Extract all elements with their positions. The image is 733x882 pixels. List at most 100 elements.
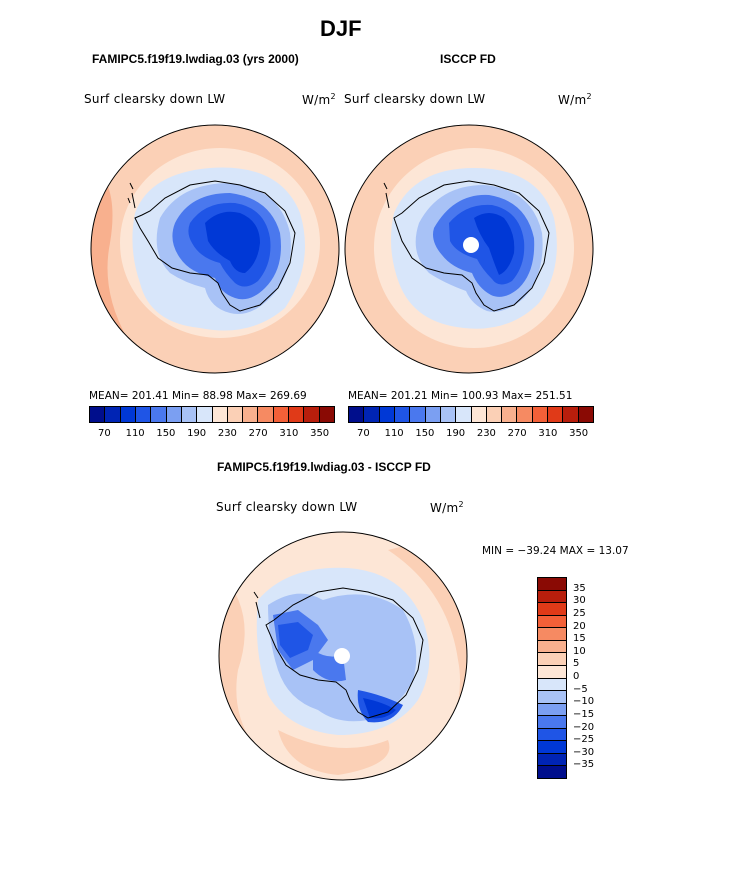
colorbar-tick-label: 270: [507, 428, 527, 439]
model-stats: MEAN= 201.41 Min= 88.98 Max= 269.69: [89, 390, 307, 402]
variable-label-left: Surf clearsky down LW: [84, 92, 226, 106]
units-label-left: W/m2: [302, 92, 336, 107]
colorbar-right-swatch: [517, 407, 533, 422]
variable-label-diff: Surf clearsky down LW: [216, 500, 358, 514]
ice-sheet-core: [205, 211, 260, 273]
colorbar-diff-tick-label: 5: [573, 658, 580, 670]
obs-polar-map: [344, 124, 594, 374]
colorbar-diff-swatch: [538, 691, 566, 704]
colorbar-tick-label: 150: [156, 428, 176, 439]
colorbar-left-swatch: [304, 407, 320, 422]
colorbar-tick-label: 190: [187, 428, 207, 439]
colorbar-left-ticks: 70 110 150 190 230 270 310 350: [89, 428, 335, 442]
colorbar-left-swatch: [243, 407, 259, 422]
colorbar-right-swatch: [394, 407, 411, 422]
colorbar-left-swatch: [273, 407, 290, 422]
colorbar-right-swatch: [440, 407, 457, 422]
colorbar-diff-tick-label: 25: [573, 607, 586, 619]
colorbar-right-swatch: [548, 407, 564, 422]
colorbar-diff-swatch: [538, 615, 566, 629]
page-title: DJF: [320, 16, 362, 41]
colorbar-diff-tick-label: −35: [573, 759, 595, 771]
colorbar-diff-swatch: [538, 665, 566, 679]
colorbar-diff-tick-label: −25: [573, 734, 595, 746]
colorbar-right-swatch: [563, 407, 579, 422]
colorbar-tick-label: 70: [98, 428, 111, 439]
colorbar-diff-swatch: [538, 653, 566, 666]
colorbar-diff-swatch: [538, 603, 566, 616]
colorbar-diff-swatch: [538, 766, 566, 778]
colorbar-tick-label: 350: [569, 428, 589, 439]
colorbar-diff-tick-label: −30: [573, 746, 595, 758]
colorbar-left-swatch: [90, 407, 106, 422]
colorbar-left-swatch: [120, 407, 136, 422]
colorbar-diff-tick-label: −20: [573, 721, 595, 733]
variable-label-right: Surf clearsky down LW: [344, 92, 486, 106]
obs-stats: MEAN= 201.21 Min= 100.93 Max= 251.51: [348, 390, 573, 402]
colorbar-diff-tick-label: 20: [573, 620, 586, 632]
pole-hole: [334, 648, 350, 664]
colorbar-diff-swatch: [538, 640, 566, 654]
diff-minmax: MIN = −39.24 MAX = 13.07: [482, 545, 629, 557]
colorbar-left-swatch: [181, 407, 198, 422]
colorbar-diff-swatch: [538, 728, 566, 742]
colorbar-tick-label: 70: [357, 428, 370, 439]
colorbar-left-swatch: [166, 407, 182, 422]
colorbar-right-swatch: [471, 407, 487, 422]
units-label-diff: W/m2: [430, 500, 464, 515]
colorbar-diff: [537, 577, 567, 779]
colorbar-tick-label: 310: [279, 428, 299, 439]
units-label-right: W/m2: [558, 92, 592, 107]
colorbar-right-swatch: [502, 407, 518, 422]
colorbar-left-swatch: [227, 407, 244, 422]
colorbar-diff-swatch: [538, 741, 566, 754]
colorbar-left-swatch: [105, 407, 121, 422]
colorbar-tick-label: 110: [125, 428, 145, 439]
colorbar-diff-swatch: [538, 716, 566, 729]
difference-polar-map: [218, 531, 468, 781]
colorbar-right-swatch: [578, 407, 593, 422]
colorbar-left-swatch: [197, 407, 213, 422]
colorbar-diff-tick-label: 30: [573, 595, 586, 607]
colorbar-tick-label: 270: [248, 428, 268, 439]
colorbar-right-swatch: [532, 407, 549, 422]
antarctica-coastline: [134, 180, 296, 312]
colorbar-right-swatch: [379, 407, 395, 422]
colorbar-right-swatch: [486, 407, 503, 422]
colorbar-diff-swatch: [538, 590, 566, 604]
antarctica-coastline: [393, 180, 550, 312]
colorbar-diff-swatch: [538, 678, 566, 692]
colorbar-left-swatch: [319, 407, 334, 422]
pole-hole: [463, 237, 479, 253]
colorbar-right-swatch: [456, 407, 472, 422]
colorbar-left: [89, 406, 335, 423]
colorbar-right-swatch: [349, 407, 365, 422]
colorbar-diff-swatch: [538, 703, 566, 717]
colorbar-diff-tick-label: 35: [573, 582, 586, 594]
colorbar-tick-label: 230: [217, 428, 237, 439]
colorbar-diff-tick-label: 10: [573, 645, 586, 657]
colorbar-right-swatch: [410, 407, 426, 422]
colorbar-diff-swatch: [538, 753, 566, 767]
colorbar-diff-swatch: [538, 578, 566, 591]
colorbar-tick-label: 150: [415, 428, 435, 439]
colorbar-right-ticks: 70 110 150 190 230 270 310 350: [348, 428, 594, 442]
colorbar-tick-label: 190: [446, 428, 466, 439]
model-subtitle: FAMIPC5.f19f19.lwdiag.03 (yrs 2000): [92, 52, 299, 66]
colorbar-diff-tick-label: −10: [573, 696, 595, 708]
colorbar-left-swatch: [135, 407, 152, 422]
colorbar-left-swatch: [289, 407, 305, 422]
colorbar-diff-tick-label: −15: [573, 708, 595, 720]
colorbar-right-swatch: [364, 407, 380, 422]
colorbar-diff-ticks: 35 30 25 20 15 10 5 0 −5 −10 −15 −20 −25 −30 −35: [573, 577, 613, 779]
colorbar-tick-label: 350: [310, 428, 330, 439]
colorbar-right-swatch: [425, 407, 441, 422]
colorbar-left-swatch: [212, 407, 228, 422]
ice-sheet-core: [474, 213, 515, 275]
colorbar-tick-label: 110: [384, 428, 404, 439]
colorbar-diff-tick-label: −5: [573, 683, 588, 695]
colorbar-tick-label: 230: [476, 428, 496, 439]
colorbar-left-swatch: [258, 407, 274, 422]
colorbar-left-swatch: [151, 407, 167, 422]
colorbar-diff-swatch: [538, 628, 566, 641]
